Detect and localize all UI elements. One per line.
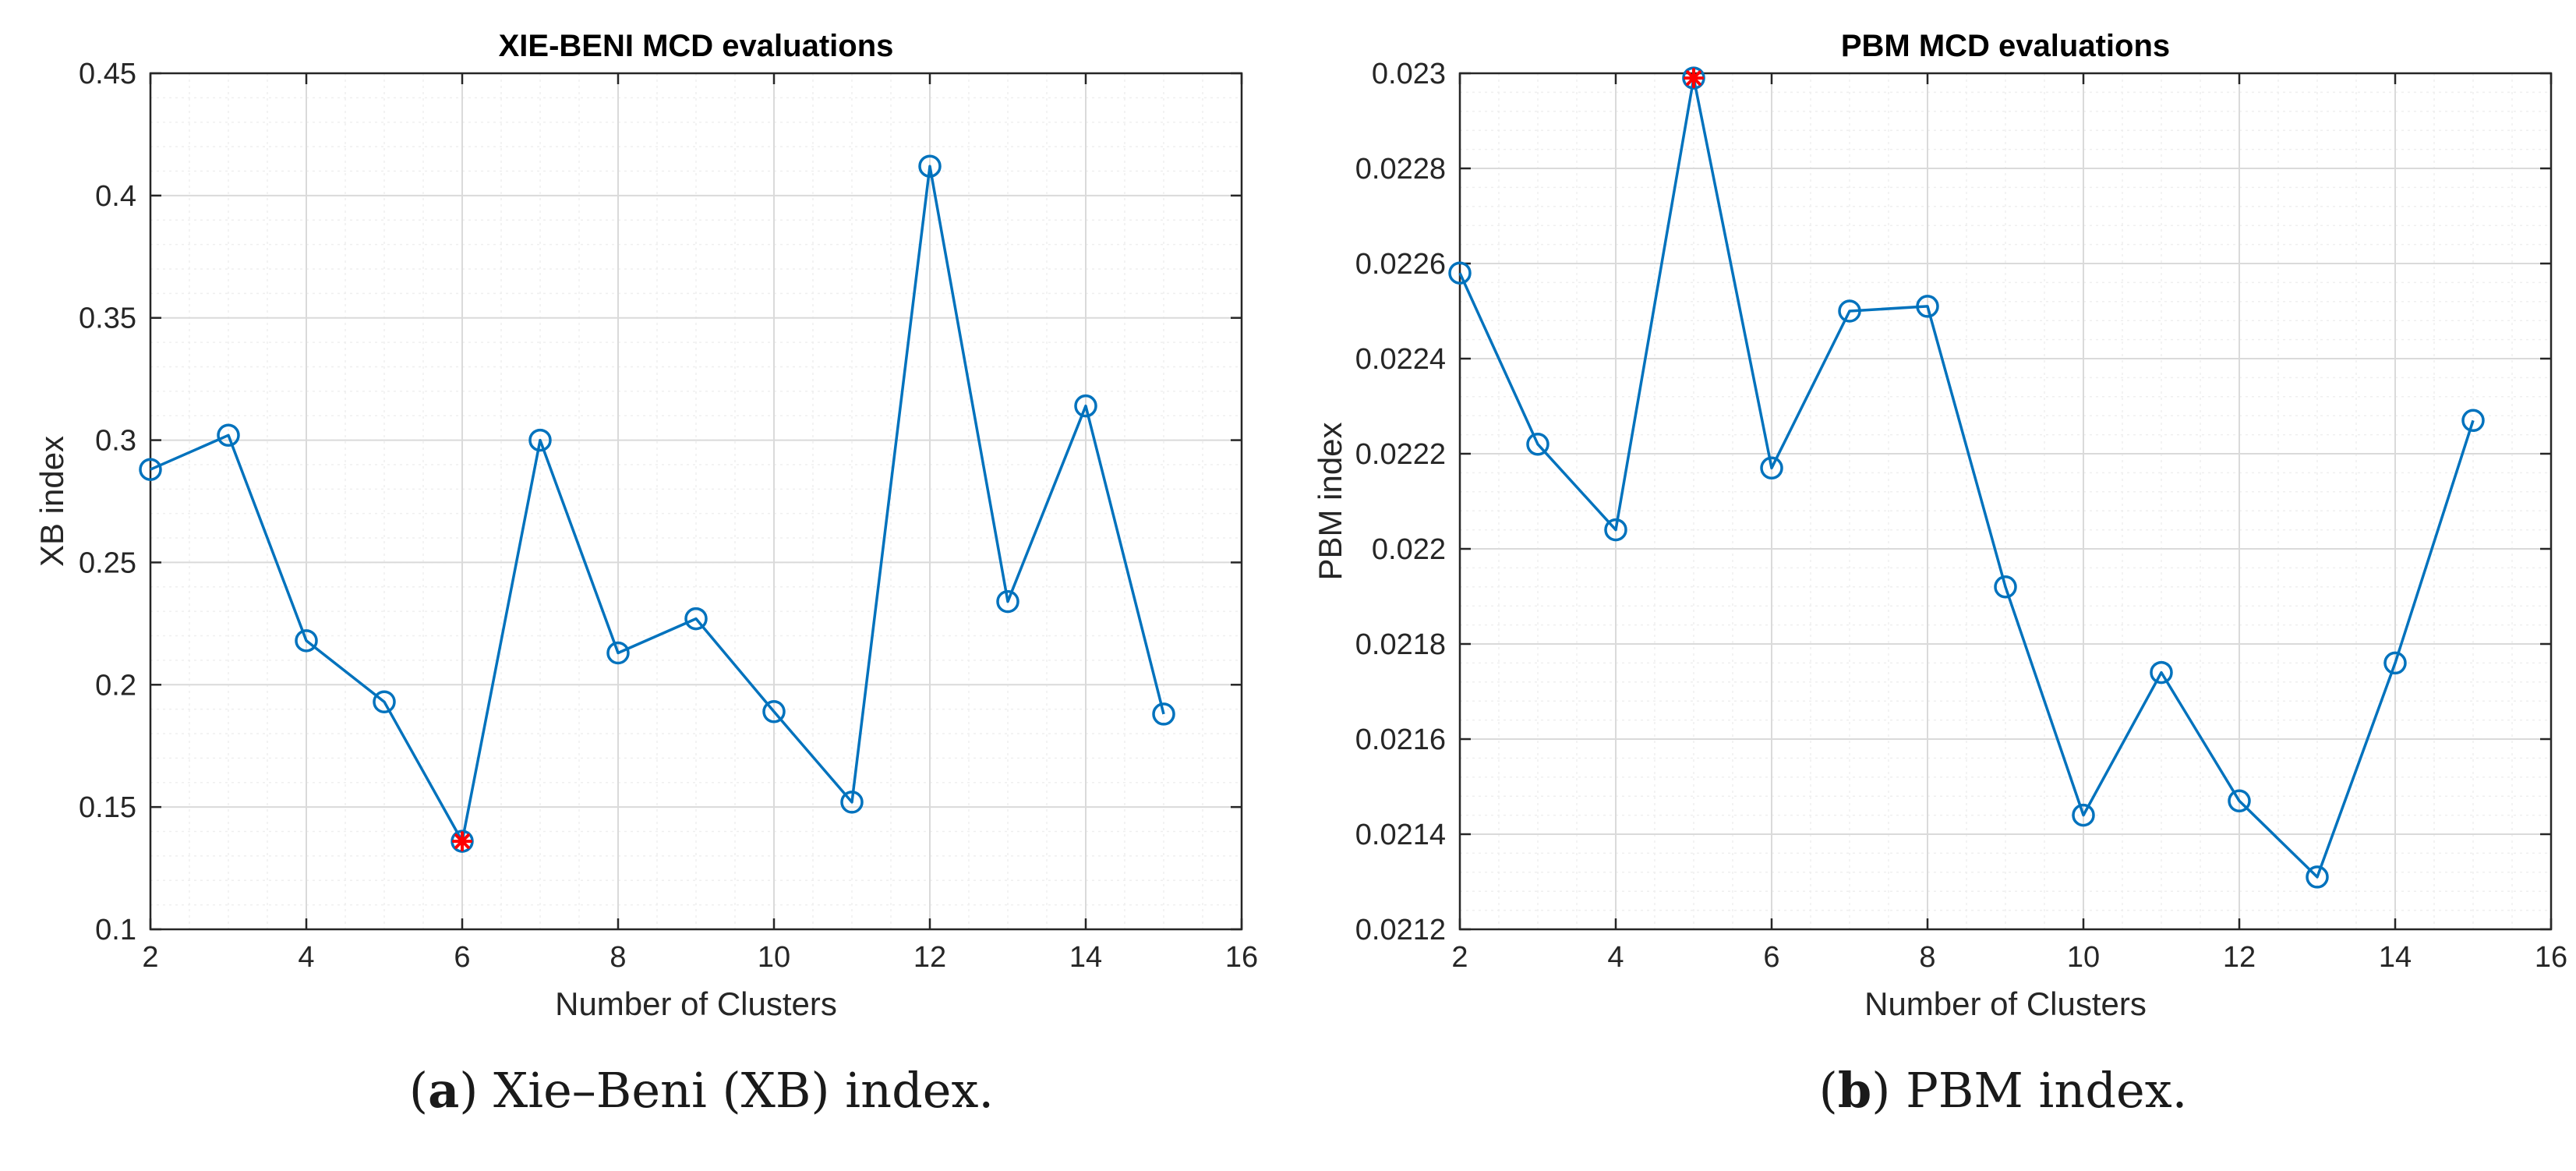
x-tick-label: 8	[610, 941, 626, 974]
axes-box	[1458, 72, 2553, 931]
x-axis-label: Number of Clusters	[555, 985, 837, 1022]
x-tick-label: 14	[2379, 941, 2412, 974]
y-axis-label: XB index	[34, 436, 70, 567]
x-tick-label: 14	[1069, 941, 1102, 974]
data-point	[684, 607, 708, 631]
plot-area	[1460, 73, 2551, 929]
data-point	[295, 629, 318, 653]
x-tick-label: 8	[1919, 941, 1935, 974]
caption-paren: (	[409, 1062, 428, 1119]
y-tick-label: 0.1	[95, 914, 136, 946]
data-point	[606, 641, 630, 665]
y-tick-label: 0.4	[95, 180, 136, 213]
chart-pbm: 2 4 6 8 10 12 14 16 0.0212 0.0214 0.0216 0.0218 0.02…	[1312, 29, 2567, 1119]
data-point	[1526, 433, 1549, 456]
data-point	[1074, 394, 1097, 418]
optimum-star-marker	[452, 831, 472, 852]
caption-letter: b	[1838, 1062, 1871, 1119]
y-tick-label: 0.0226	[1355, 248, 1446, 281]
chart-xie-beni: 2 4 6 8 10 12 14 16 0.1 0.15 0.2 0.25 0.3 0.35 0.4 0.45…	[34, 29, 1258, 1119]
x-tick-label: 10	[758, 941, 790, 974]
y-tick-label: 0.0218	[1355, 628, 1446, 661]
x-tick-label: 4	[298, 941, 314, 974]
caption-text: ) Xie–Beni (XB) index.	[459, 1062, 994, 1119]
data-point	[2306, 865, 2329, 889]
data-point	[139, 458, 162, 481]
x-tick-label: 10	[2067, 941, 2100, 974]
data-point	[2383, 651, 2407, 675]
star-stroke	[1686, 70, 1701, 86]
data-point	[528, 428, 552, 452]
y-tick-label: 0.0212	[1355, 914, 1446, 946]
y-tick-label: 0.0222	[1355, 438, 1446, 471]
caption-paren: (	[1819, 1062, 1838, 1119]
y-tick-label: 0.2	[95, 669, 136, 702]
figure-caption: (a) Xie–Beni (XB) index.	[409, 1062, 994, 1119]
x-tick-label: 2	[1451, 941, 1468, 974]
y-tick-label: 0.0216	[1355, 723, 1446, 756]
data-point	[1760, 456, 1783, 480]
x-tick-label: 4	[1607, 941, 1624, 974]
data-point	[918, 154, 942, 178]
x-tick-label: 16	[1225, 941, 1258, 974]
data-point	[1604, 518, 1627, 542]
y-tick-label: 0.0224	[1355, 343, 1446, 376]
data-point	[2228, 789, 2251, 813]
chart-title: XIE-BENI MCD evaluations	[499, 29, 894, 63]
x-tick-label: 6	[1763, 941, 1779, 974]
y-tick-label: 0.45	[79, 58, 136, 90]
x-axis-label: Number of Clusters	[1864, 985, 2147, 1022]
y-tick-label: 0.25	[79, 547, 136, 579]
y-tick-label: 0.0228	[1355, 153, 1446, 186]
data-point	[996, 589, 1019, 614]
optimum-star-marker	[1684, 68, 1704, 89]
x-tick-label: 12	[913, 941, 946, 974]
tick-marks	[149, 72, 1243, 931]
series-line	[150, 165, 1165, 843]
y-tick-label: 0.022	[1372, 533, 1446, 566]
data-point	[840, 791, 864, 814]
y-tick-label: 0.023	[1372, 58, 1446, 90]
x-tick-label: 12	[2223, 941, 2256, 974]
y-tick-label: 0.0214	[1355, 819, 1446, 851]
x-tick-label: 6	[454, 941, 470, 974]
data-point	[2461, 409, 2485, 433]
data-point	[1994, 575, 2017, 599]
axes-box	[149, 72, 1243, 931]
series-line	[1458, 76, 2475, 879]
figure-caption: (b) PBM index.	[1819, 1062, 2188, 1119]
y-tick-label: 0.35	[79, 302, 136, 335]
y-axis-label: PBM index	[1312, 422, 1348, 580]
star-stroke	[454, 833, 470, 849]
data-point	[2072, 803, 2095, 827]
chart-title: PBM MCD evaluations	[1841, 29, 2170, 63]
caption-letter: a	[428, 1062, 459, 1119]
data-point	[1916, 295, 1939, 318]
data-point	[1152, 702, 1175, 726]
data-point	[373, 690, 396, 713]
x-tick-label: 2	[142, 941, 158, 974]
plot-area	[150, 73, 1242, 929]
y-tick-label: 0.3	[95, 425, 136, 458]
data-point	[762, 700, 786, 723]
data-point	[2150, 660, 2173, 685]
x-tick-label: 16	[2535, 941, 2567, 974]
data-point	[1838, 299, 1861, 323]
caption-text: ) PBM index.	[1871, 1062, 2187, 1119]
data-point	[1448, 261, 1472, 285]
y-tick-label: 0.15	[79, 791, 136, 824]
data-point	[217, 423, 240, 448]
